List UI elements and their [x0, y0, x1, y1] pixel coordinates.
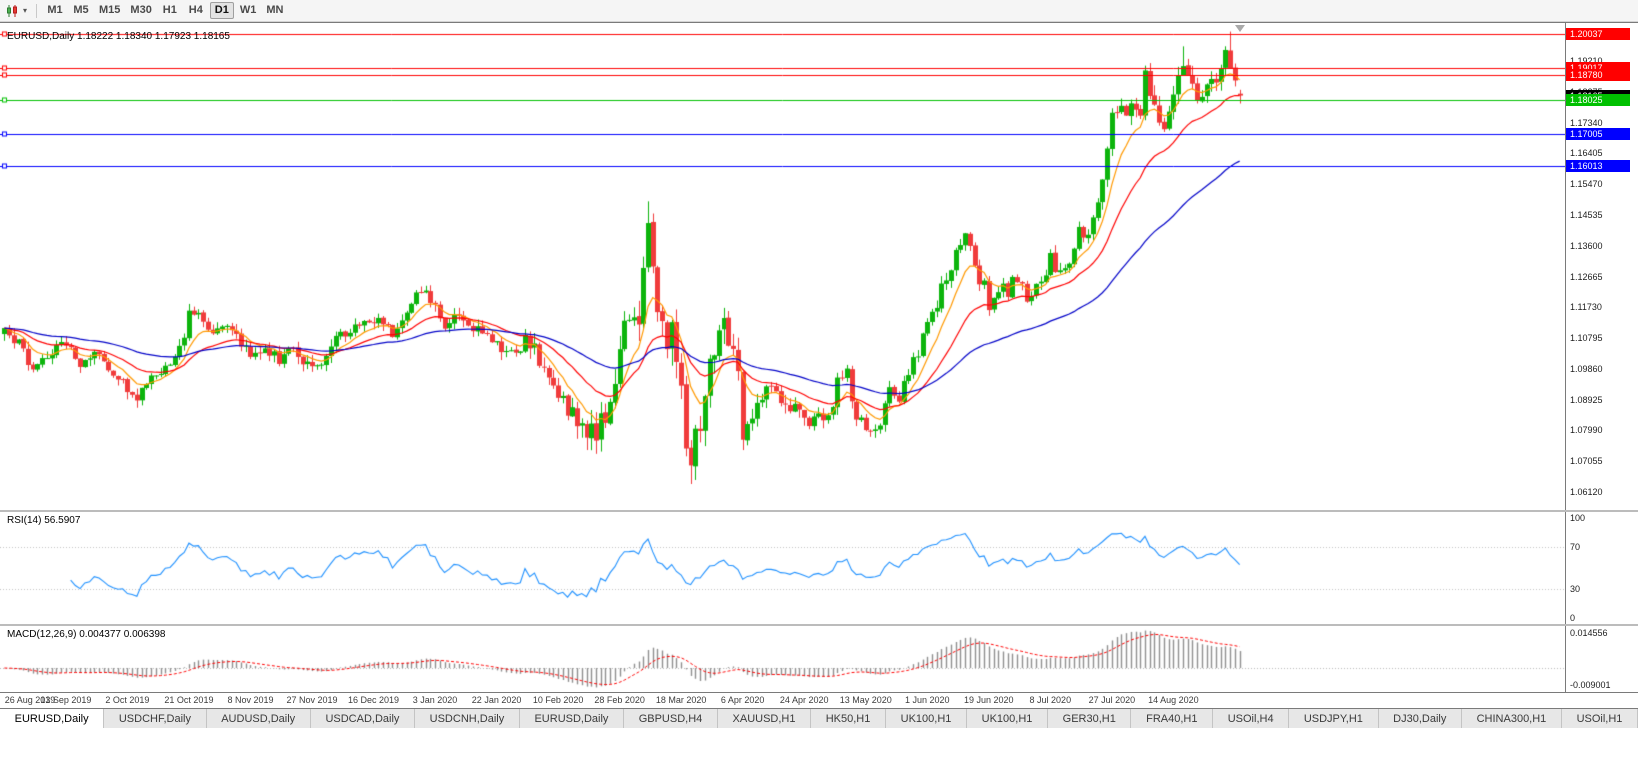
chart-tab-audusd-daily[interactable]: AUDUSD,Daily [207, 709, 311, 728]
date-axis-label: 19 Jun 2020 [964, 695, 1014, 705]
date-axis-label: 2 Oct 2019 [105, 695, 150, 705]
price-tick-label: 1.08925 [1570, 394, 1603, 405]
date-axis-label: 26 Aug 2019 [4, 695, 56, 705]
timeframe-button-h4[interactable]: H4 [184, 2, 208, 19]
price-tick-label: 1.16405 [1570, 148, 1603, 159]
timeframe-button-m5[interactable]: M5 [69, 2, 93, 19]
chart-type-dropdown-caret-icon[interactable]: ▾ [23, 6, 28, 15]
timeframe-button-d1[interactable]: D1 [209, 2, 234, 19]
rsi-tick-label: 30 [1570, 583, 1581, 594]
level-price-label: 1.16013 [1566, 160, 1630, 173]
rsi-canvas[interactable] [0, 512, 1565, 624]
price-tick-label: 1.07055 [1570, 456, 1603, 467]
charts-toolbar: ▾ M1 M5 M15 M30 H1 H4 D1 W1 MN [0, 0, 1638, 22]
macd-panel: MACD(12,26,9) 0.004377 0.006398 0.014556… [0, 626, 1638, 692]
date-axis-label: 8 Nov 2019 [227, 695, 274, 705]
chart-tab-dj30-daily[interactable]: DJ30,Daily [1379, 709, 1462, 728]
chart-tab-xauusd-h1[interactable]: XAUUSD,H1 [718, 709, 812, 728]
chart-tab-usdchf-daily[interactable]: USDCHF,Daily [104, 709, 207, 728]
date-axis-label: 28 Feb 2020 [594, 695, 645, 705]
price-tick-label: 1.12665 [1570, 271, 1603, 282]
price-tick-label: 1.06120 [1570, 486, 1603, 497]
date-axis-label: 6 Apr 2020 [720, 695, 765, 705]
macd-canvas[interactable] [0, 626, 1565, 692]
price-tick-label: 1.09860 [1570, 363, 1603, 374]
price-tick-label: 1.19210 [1570, 56, 1603, 66]
date-axis-label: 8 Jul 2020 [1029, 695, 1072, 705]
rsi-tick-label: 70 [1570, 542, 1581, 553]
rsi-tick-label: 0 [1570, 613, 1576, 623]
price-tick-label: 1.10795 [1570, 333, 1603, 344]
status-area [0, 728, 1638, 761]
chart-tab-china300-h1[interactable]: CHINA300,H1 [1462, 709, 1562, 728]
level-price-label: 1.20037 [1566, 27, 1630, 40]
rsi-panel: RSI(14) 56.5907 100 70 30 0 [0, 512, 1638, 624]
chart-shift-marker-icon[interactable] [1235, 25, 1245, 32]
date-axis-label: 13 May 2020 [839, 695, 892, 705]
main-chart-panel: EURUSD,Daily 1.18222 1.18340 1.17923 1.1… [0, 22, 1638, 510]
macd-title: MACD(12,26,9) 0.004377 0.006398 [7, 629, 166, 640]
date-axis-label: 24 Apr 2020 [779, 695, 829, 705]
date-axis-label: 1 Jun 2020 [904, 695, 950, 705]
chart-tab-usdjpy-h1[interactable]: USDJPY,H1 [1289, 709, 1379, 728]
rsi-tick-label: 100 [1570, 513, 1586, 523]
chart-tab-uk100-h1[interactable]: UK100,H1 [886, 709, 968, 728]
date-axis-label: 27 Jul 2020 [1088, 695, 1136, 705]
candlestick-chart-icon-svg [7, 4, 17, 17]
price-tick-label: 1.13600 [1570, 240, 1603, 251]
candlestick-chart-icon[interactable] [4, 3, 22, 19]
chart-tab-usdcad-daily[interactable]: USDCAD,Daily [311, 709, 416, 728]
date-axis[interactable]: 26 Aug 2019 13 Sep 2019 2 Oct 2019 21 Oct 2… [0, 692, 1638, 708]
chart-tab-eurusd-daily[interactable]: EURUSD,Daily [520, 709, 625, 728]
price-tick-label: 1.07990 [1570, 425, 1603, 436]
panel-splitter[interactable] [0, 510, 1638, 512]
date-axis-label: 14 Aug 2020 [1148, 695, 1199, 705]
macd-tick-label: -0.009001 [1570, 680, 1611, 690]
timeframe-button-m1[interactable]: M1 [43, 2, 67, 19]
price-tick-label: 1.15470 [1570, 179, 1603, 190]
level-price-label: 1.18780 [1566, 69, 1630, 82]
rsi-value-axis[interactable]: 100 70 30 0 [1565, 512, 1638, 624]
chart-tab-fra40-h1[interactable]: FRA40,H1 [1131, 709, 1214, 728]
date-axis-label: 22 Jan 2020 [471, 695, 522, 705]
toolbar-separator [36, 3, 38, 18]
chart-tab-gbpusd-h4[interactable]: GBPUSD,H4 [624, 709, 718, 728]
date-axis-label: 13 Sep 2019 [40, 695, 92, 705]
price-tick-label: 1.17340 [1570, 117, 1603, 128]
macd-value-axis[interactable]: 0.014556 -0.009001 [1565, 626, 1638, 692]
chart-tab-usoil-h4[interactable]: USOil,H4 [1213, 709, 1290, 728]
level-price-label: 1.17005 [1566, 127, 1630, 140]
chart-tab-usdcnh-daily[interactable]: USDCNH,Daily [415, 709, 520, 728]
timeframe-button-mn[interactable]: MN [262, 2, 287, 19]
macd-tick-label: 0.014556 [1570, 628, 1608, 638]
main-chart-canvas[interactable] [0, 23, 1565, 510]
chart-tabs-bar: EURUSD,Daily USDCHF,Daily AUDUSD,Daily USDC… [0, 708, 1638, 728]
price-axis[interactable]: 1.192101.182751.173401.164051.154701.145… [1565, 23, 1638, 510]
date-axis-label: 16 Dec 2019 [347, 695, 400, 705]
date-axis-label: 10 Feb 2020 [532, 695, 584, 705]
date-axis-label: 27 Nov 2019 [286, 695, 338, 705]
date-axis-label: 3 Jan 2020 [412, 695, 458, 705]
date-axis-label: 21 Oct 2019 [164, 695, 214, 705]
chart-tab-uk100-h1[interactable]: UK100,H1 [967, 709, 1049, 728]
chart-tab-ger30-h1[interactable]: GER30,H1 [1048, 709, 1132, 728]
price-tick-label: 1.11730 [1570, 302, 1602, 313]
timeframe-button-m15[interactable]: M15 [95, 2, 124, 19]
timeframe-buttons: M1 M5 M15 M30 H1 H4 D1 W1 MN [42, 2, 288, 19]
chart-tab-eurusd-daily[interactable]: EURUSD,Daily [0, 709, 105, 728]
timeframe-button-h1[interactable]: H1 [158, 2, 182, 19]
rsi-title: RSI(14) 56.5907 [7, 515, 81, 526]
chart-ohlc-title: EURUSD,Daily 1.18222 1.18340 1.17923 1.1… [7, 31, 230, 42]
panel-splitter[interactable] [0, 624, 1638, 626]
price-tick-label: 1.14535 [1570, 210, 1603, 220]
level-price-label: 1.18025 [1566, 94, 1630, 107]
timeframe-button-m30[interactable]: M30 [126, 2, 155, 19]
date-axis-label: 18 Mar 2020 [655, 695, 707, 705]
timeframe-button-w1[interactable]: W1 [236, 2, 261, 19]
chart-tab-hk50-h1[interactable]: HK50,H1 [811, 709, 886, 728]
chart-tab-usoil-h1[interactable]: USOil,H1 [1562, 709, 1638, 728]
